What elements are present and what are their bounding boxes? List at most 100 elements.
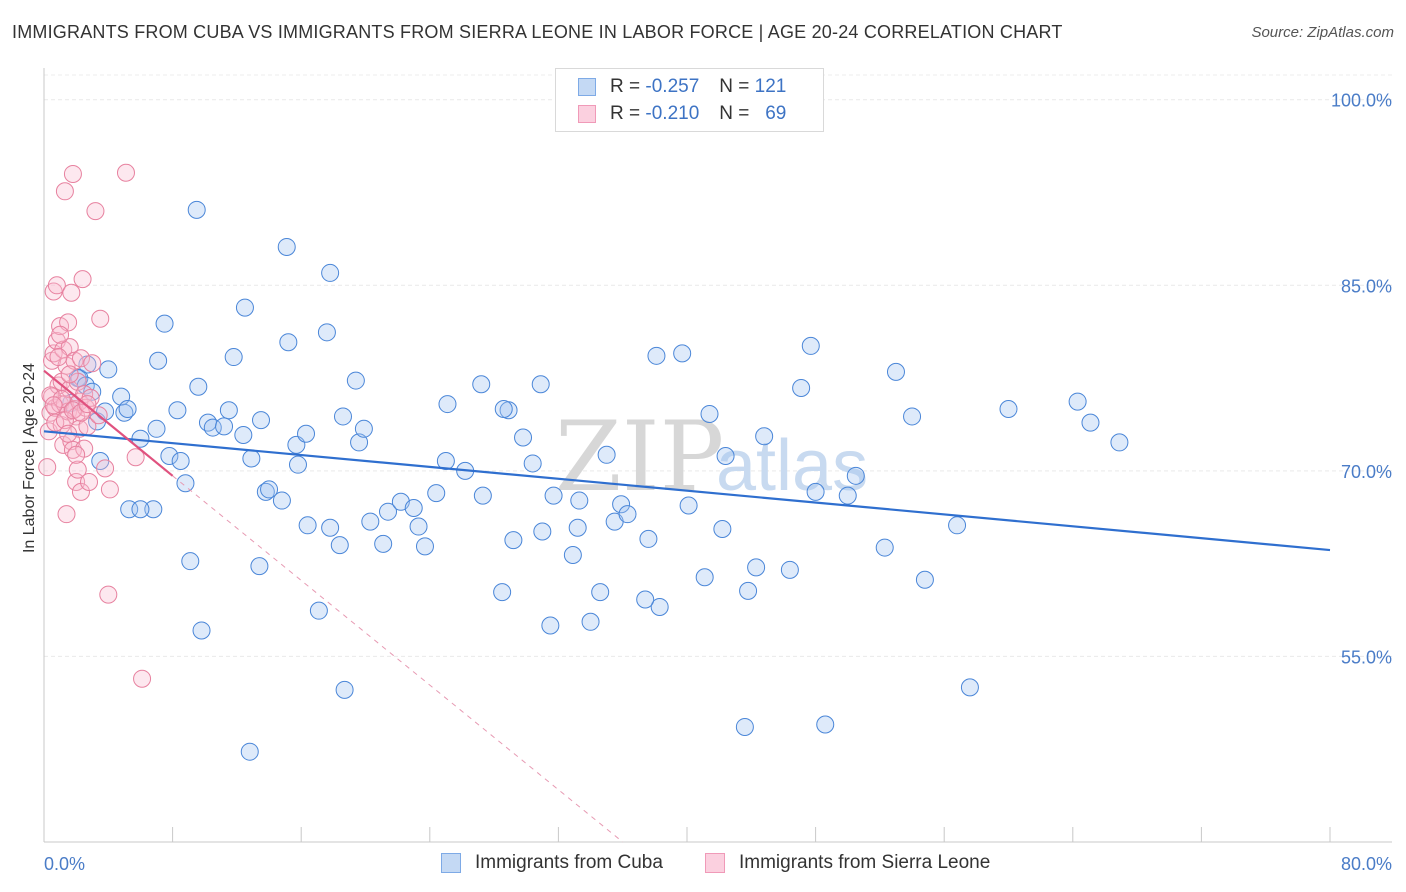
point-sierra-leone [49, 348, 68, 367]
point-cuba [250, 557, 269, 576]
point-sierra-leone [100, 480, 119, 499]
chart-title: IMMIGRANTS FROM CUBA VS IMMIGRANTS FROM … [12, 22, 1063, 42]
point-cuba [168, 401, 187, 420]
point-cuba [713, 520, 732, 539]
series-sierra-leone [38, 163, 152, 688]
legend-n-label: N = [719, 76, 750, 97]
point-cuba [700, 404, 719, 423]
point-cuba [240, 742, 259, 761]
point-cuba [309, 601, 328, 620]
legend-swatch-cuba [441, 853, 461, 873]
point-cuba [960, 678, 979, 697]
point-sierra-leone [96, 459, 115, 478]
point-cuba [409, 517, 428, 536]
legend-row-cuba: R = -0.257 N = 121 [578, 75, 786, 99]
point-cuba [99, 360, 118, 379]
axes [43, 68, 1392, 843]
point-cuba [149, 351, 168, 370]
point-cuba [472, 375, 491, 394]
point-cuba [330, 536, 349, 555]
point-cuba [189, 377, 208, 396]
point-cuba [806, 482, 825, 501]
point-cuba [297, 424, 316, 443]
grid-lines [44, 74, 1392, 657]
legend-label-sierra-leone: Immigrants from Sierra Leone [739, 852, 991, 873]
point-cuba [176, 474, 195, 493]
point-cuba [333, 407, 352, 426]
point-sierra-leone [116, 163, 135, 182]
x-tick-label-min: 0.0% [44, 854, 85, 874]
point-sierra-leone [83, 354, 102, 373]
point-sierra-leone [63, 164, 82, 183]
point-cuba [504, 531, 523, 550]
point-cuba [523, 454, 542, 473]
point-cuba [650, 597, 669, 616]
point-sierra-leone [86, 202, 105, 221]
point-cuba [317, 323, 336, 342]
point-cuba [792, 378, 811, 397]
point-cuba [155, 314, 174, 333]
point-cuba [570, 491, 589, 510]
legend-row-sierra-leone: R = -0.210 N = 69 [578, 102, 786, 126]
legend-label-cuba: Immigrants from Cuba [475, 852, 663, 873]
point-cuba [321, 263, 340, 282]
point-sierra-leone [68, 460, 87, 479]
point-cuba [219, 401, 238, 420]
point-cuba [816, 715, 835, 734]
point-cuba [755, 427, 774, 446]
point-cuba [647, 346, 666, 365]
point-sierra-leone [80, 473, 99, 492]
point-cuba [494, 400, 513, 419]
point-cuba [321, 518, 340, 537]
point-cuba [118, 400, 137, 419]
legend-r-value: -0.210 [645, 103, 700, 124]
point-cuba [374, 534, 393, 553]
point-cuba [252, 411, 271, 430]
point-cuba [144, 500, 163, 519]
point-cuba [473, 486, 492, 505]
point-sierra-leone [73, 270, 92, 289]
legend-n-value: 69 [765, 103, 787, 124]
point-cuba [224, 348, 243, 367]
point-sierra-leone [126, 448, 145, 467]
point-cuba [948, 516, 967, 535]
point-cuba [181, 552, 200, 571]
point-cuba [404, 498, 423, 517]
trend-lines [43, 369, 1331, 843]
point-cuba [415, 537, 434, 556]
point-cuba [999, 400, 1018, 419]
point-cuba [192, 621, 211, 640]
point-cuba [639, 529, 658, 548]
legend-item-sierra-leone[interactable]: Immigrants from Sierra Leone [705, 852, 990, 874]
legend-n-value: 121 [754, 76, 787, 97]
source-credit: Source: ZipAtlas.com [1251, 24, 1394, 41]
point-cuba [591, 583, 610, 602]
point-cuba [747, 558, 766, 577]
point-sierra-leone [38, 458, 57, 477]
legend-item-cuba[interactable]: Immigrants from Cuba [441, 852, 663, 874]
point-cuba [187, 200, 206, 219]
legend-r-label: R = [610, 103, 641, 124]
point-sierra-leone [51, 325, 70, 344]
point-cuba [612, 495, 631, 514]
point-cuba [838, 486, 857, 505]
point-cuba [533, 522, 552, 541]
point-cuba [679, 496, 698, 515]
watermark-zip: ZIP [555, 401, 724, 513]
point-cuba [780, 560, 799, 579]
trend-line-cuba [43, 430, 1331, 552]
point-sierra-leone [55, 182, 74, 201]
point-cuba [160, 447, 179, 466]
point-cuba [1110, 433, 1129, 452]
point-cuba [335, 680, 354, 699]
point-cuba [354, 419, 373, 438]
watermark-atlas: atlas [716, 426, 868, 506]
trend-line-sierra-leone [43, 369, 174, 477]
point-cuba [260, 480, 279, 499]
series-cuba [62, 200, 1129, 761]
point-cuba [716, 447, 735, 466]
point-cuba [147, 419, 166, 438]
point-cuba [563, 545, 582, 564]
point-sierra-leone [60, 365, 79, 384]
